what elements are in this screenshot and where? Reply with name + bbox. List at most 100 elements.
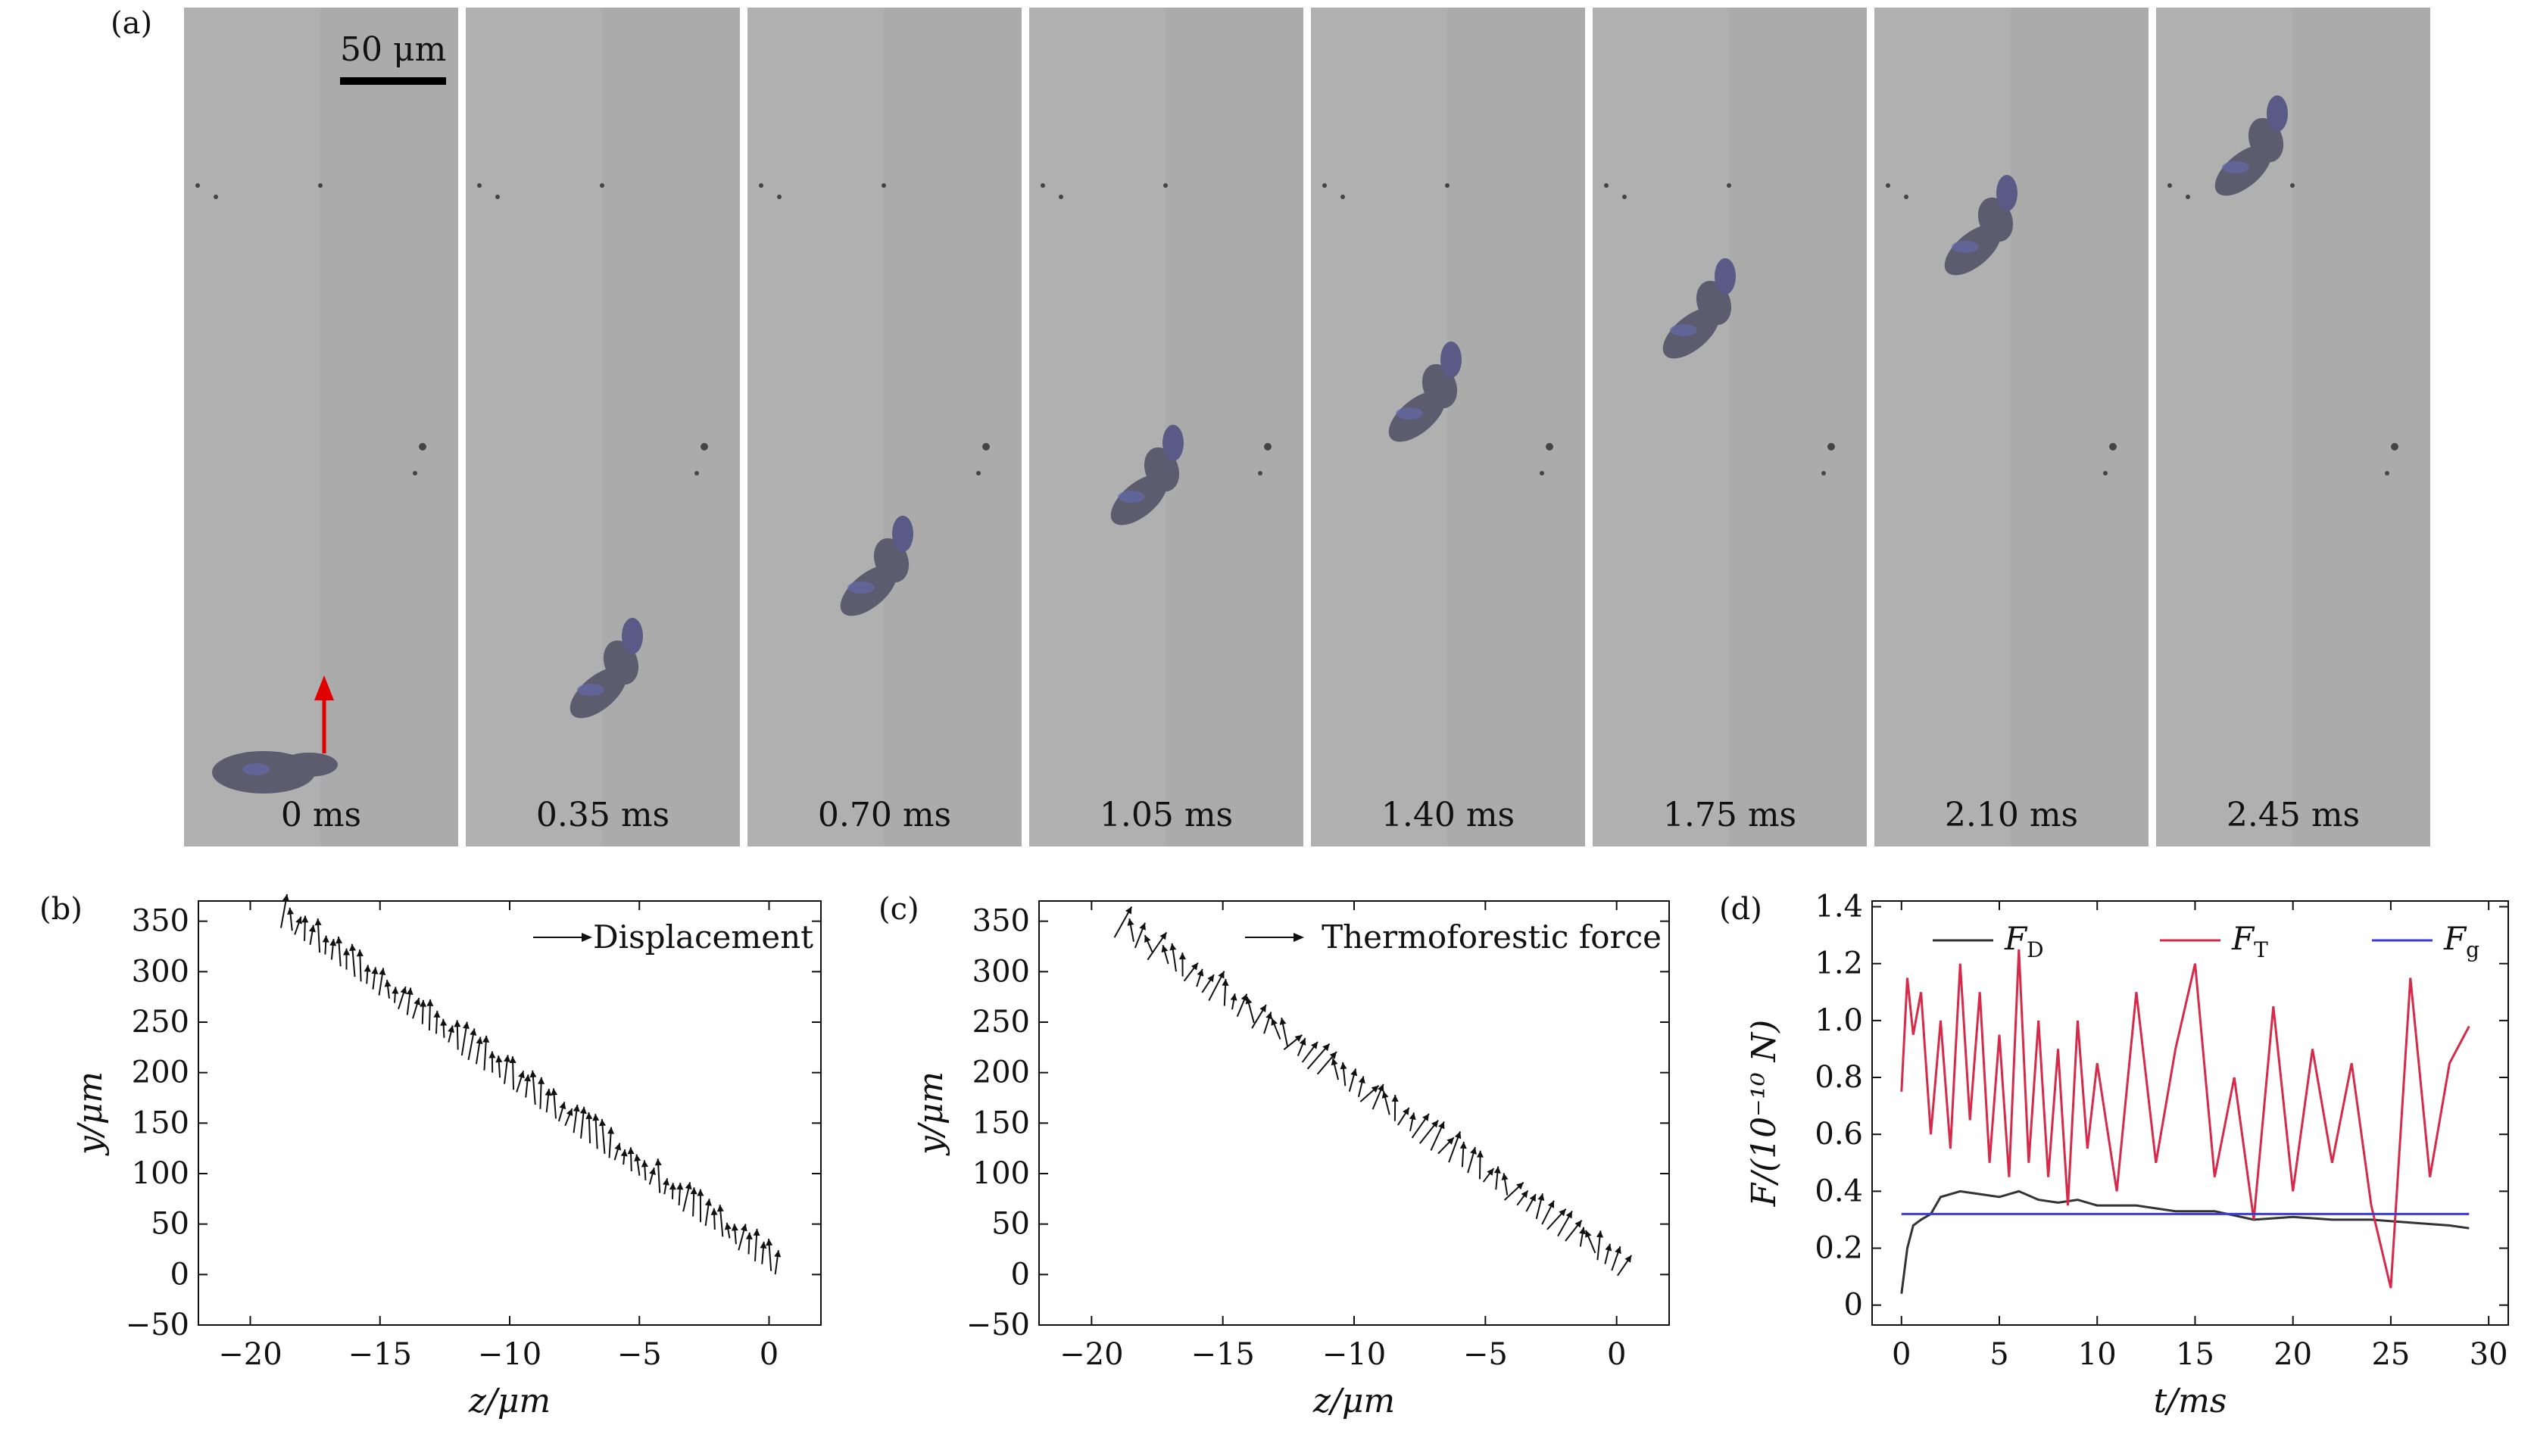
force-vector bbox=[545, 1089, 552, 1112]
y-tick-label: 0.2 bbox=[1815, 1231, 1863, 1266]
force-vector bbox=[746, 1233, 753, 1255]
force-vector bbox=[1231, 993, 1237, 1009]
y-axis-label: y/μm bbox=[912, 1071, 950, 1156]
force-vector bbox=[1135, 923, 1146, 948]
force-vector bbox=[580, 1107, 587, 1139]
force-vector bbox=[1494, 1167, 1501, 1190]
frame-time-label: 1.75 ms bbox=[1593, 796, 1867, 834]
force-vector bbox=[448, 1025, 454, 1042]
series-line-F_D bbox=[1902, 1191, 2470, 1293]
debris-speck bbox=[777, 195, 782, 199]
debris-speck bbox=[2109, 443, 2117, 451]
y-tick-label: 150 bbox=[972, 1105, 1030, 1140]
y-tick-label: −50 bbox=[126, 1308, 189, 1342]
force-vector bbox=[364, 965, 371, 984]
y-tick-label: 250 bbox=[132, 1005, 189, 1040]
force-vector bbox=[760, 1242, 766, 1264]
debris-speck bbox=[477, 183, 482, 188]
force-vector bbox=[573, 1105, 580, 1133]
force-vector bbox=[754, 1229, 760, 1261]
frame-image bbox=[1593, 8, 1867, 846]
x-tick-label: 15 bbox=[2176, 1337, 2214, 1372]
x-axis-label: z/μm bbox=[1312, 1382, 1395, 1420]
legend-entry-F_g: Fg bbox=[2372, 920, 2479, 962]
force-vector bbox=[614, 1143, 621, 1161]
force-vector bbox=[426, 999, 433, 1030]
force-vector bbox=[1331, 1058, 1338, 1080]
force-vector bbox=[454, 1020, 460, 1049]
y-tick-label: 200 bbox=[972, 1055, 1030, 1090]
force-vector bbox=[1184, 963, 1198, 981]
frame-image bbox=[2156, 8, 2430, 846]
debris-speck bbox=[495, 195, 500, 199]
force-vector bbox=[1409, 1113, 1416, 1131]
x-tick-label: −20 bbox=[218, 1337, 282, 1372]
debris-speck bbox=[1059, 195, 1063, 199]
force-vector bbox=[1392, 1095, 1399, 1121]
x-tick-label: −10 bbox=[1322, 1337, 1386, 1372]
force-vector bbox=[433, 1011, 440, 1034]
frame-image bbox=[1029, 8, 1303, 846]
y-tick-label: 300 bbox=[132, 954, 189, 989]
force-vector bbox=[1264, 1012, 1272, 1034]
force-vector bbox=[1209, 971, 1224, 1001]
force-vector bbox=[599, 1119, 606, 1154]
force-vector bbox=[343, 949, 350, 970]
force-vector bbox=[392, 987, 398, 1002]
force-vector bbox=[413, 998, 420, 1018]
force-vector bbox=[725, 1223, 732, 1238]
x-axis-label: z/μm bbox=[468, 1382, 551, 1420]
frame-3: 1.05 ms bbox=[1029, 8, 1303, 846]
force-vector bbox=[323, 936, 329, 955]
frame-image bbox=[747, 8, 1022, 846]
force-vector bbox=[1438, 1137, 1454, 1153]
force-vector bbox=[309, 925, 316, 945]
x-tick-label: −5 bbox=[617, 1337, 662, 1372]
y-tick-label: 50 bbox=[991, 1207, 1030, 1242]
y-axis-label: y/μm bbox=[71, 1071, 110, 1156]
force-vector bbox=[1517, 1190, 1528, 1205]
force-vector bbox=[705, 1199, 712, 1226]
force-vector bbox=[676, 1183, 683, 1205]
x-tick-label: 10 bbox=[2078, 1337, 2117, 1372]
force-vector bbox=[495, 1055, 502, 1077]
force-vector bbox=[711, 1208, 718, 1230]
force-vector bbox=[469, 1028, 477, 1060]
force-vector bbox=[1202, 974, 1214, 993]
debris-speck bbox=[413, 471, 417, 475]
debris-speck bbox=[1163, 183, 1168, 188]
y-tick-label: 0 bbox=[1844, 1288, 1863, 1323]
force-vector bbox=[357, 949, 364, 981]
debris-speck bbox=[701, 443, 708, 451]
frame-time-label: 0 ms bbox=[184, 796, 458, 834]
force-vector bbox=[1340, 1062, 1347, 1086]
force-vector bbox=[462, 1022, 470, 1055]
force-vector bbox=[281, 894, 289, 928]
plot-frame bbox=[1039, 901, 1669, 1325]
debris-speck bbox=[1322, 183, 1327, 188]
force-vector bbox=[1502, 1173, 1509, 1195]
frame-time-label: 0.35 ms bbox=[466, 796, 740, 834]
x-tick-label: 0 bbox=[760, 1337, 779, 1372]
force-vector bbox=[529, 1071, 536, 1105]
y-tick-label: −50 bbox=[966, 1308, 1030, 1342]
force-vector bbox=[1162, 945, 1169, 964]
force-vector bbox=[335, 937, 342, 966]
debris-speck bbox=[882, 183, 886, 188]
legend-label: Fg bbox=[2443, 920, 2479, 962]
debris-speck bbox=[694, 471, 699, 475]
y-tick-label: 50 bbox=[151, 1207, 189, 1242]
frame-time-label: 1.05 ms bbox=[1029, 796, 1303, 834]
force-vector bbox=[1449, 1131, 1461, 1162]
debris-speck bbox=[1264, 443, 1272, 451]
force-vector bbox=[1460, 1142, 1467, 1167]
force-vector bbox=[510, 1056, 516, 1090]
force-vector bbox=[774, 1250, 781, 1274]
force-vector bbox=[1565, 1221, 1582, 1241]
legend: Displacement bbox=[533, 918, 813, 956]
debris-speck bbox=[1604, 183, 1609, 188]
force-vector bbox=[683, 1182, 691, 1211]
